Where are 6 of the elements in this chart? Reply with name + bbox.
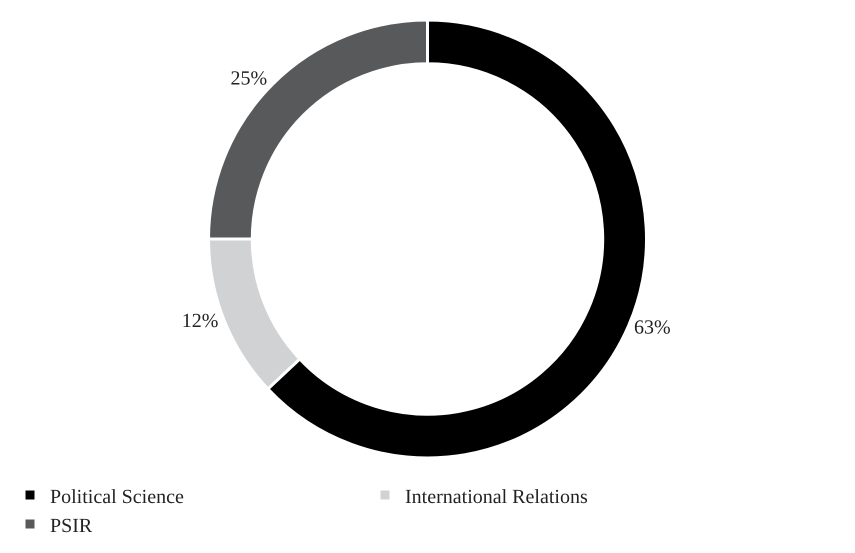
legend-label: International Relations <box>405 486 588 508</box>
data-label: 12% <box>182 310 218 332</box>
legend-label: Political Science <box>50 486 184 508</box>
legend-label: PSIR <box>50 514 93 537</box>
data-label: 63% <box>634 316 671 339</box>
data-label: 25% <box>230 68 268 90</box>
